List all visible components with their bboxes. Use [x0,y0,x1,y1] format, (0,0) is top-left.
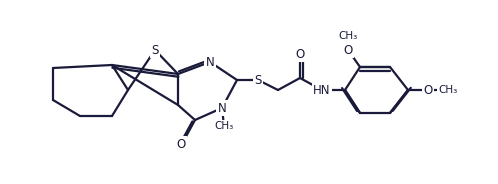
Text: O: O [176,137,186,151]
Text: CH₃: CH₃ [338,31,358,41]
Text: CH₃: CH₃ [438,85,458,95]
Text: S: S [151,43,159,56]
Text: N: N [206,56,214,68]
Text: HN: HN [313,84,331,96]
Text: O: O [295,47,305,61]
Text: N: N [218,102,227,114]
Text: O: O [344,43,353,56]
Text: O: O [423,84,433,96]
Text: S: S [254,73,261,86]
Text: CH₃: CH₃ [214,121,234,131]
